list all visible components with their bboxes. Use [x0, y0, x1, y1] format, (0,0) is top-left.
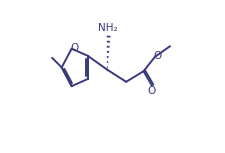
Text: O: O [70, 43, 79, 53]
Text: O: O [153, 51, 162, 61]
Text: O: O [148, 86, 156, 96]
Text: NH₂: NH₂ [98, 23, 118, 33]
